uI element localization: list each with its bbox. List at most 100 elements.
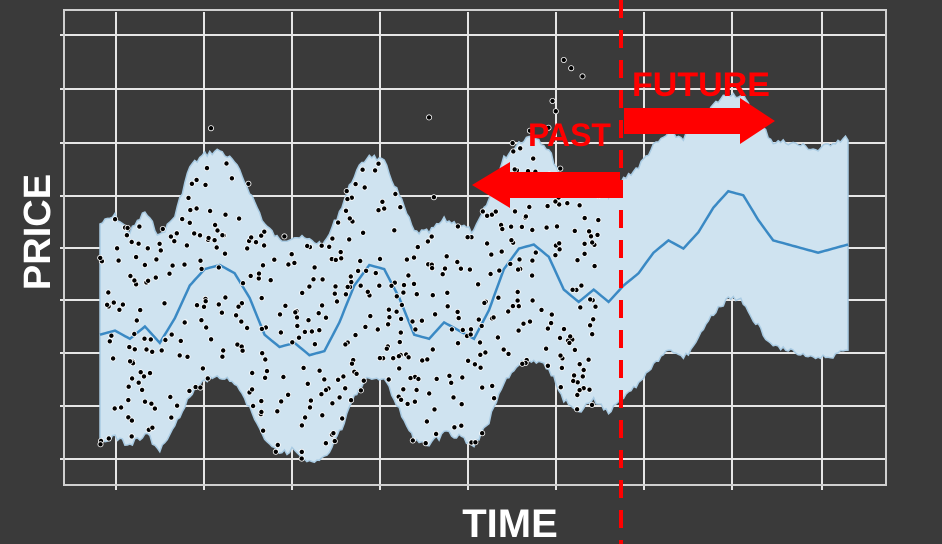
observed-point xyxy=(114,245,121,252)
observed-point xyxy=(184,353,191,360)
observed-point xyxy=(316,367,323,374)
observed-point xyxy=(191,230,198,237)
observed-point xyxy=(105,289,112,296)
observed-point xyxy=(472,439,479,446)
observed-point xyxy=(574,257,581,264)
observed-point xyxy=(137,307,144,314)
observed-point xyxy=(141,335,148,342)
observed-point xyxy=(136,223,143,230)
observed-point xyxy=(587,322,594,329)
observed-point xyxy=(564,200,571,207)
observed-point xyxy=(429,265,436,272)
observed-point xyxy=(477,351,484,358)
observed-point xyxy=(335,219,342,226)
observed-point xyxy=(281,233,288,240)
observed-point xyxy=(347,273,354,280)
observed-point xyxy=(390,355,397,362)
observed-point xyxy=(413,291,420,298)
observed-point xyxy=(203,165,210,172)
observed-point xyxy=(135,379,142,386)
observed-point xyxy=(193,302,200,309)
observed-point xyxy=(400,282,407,289)
observed-point xyxy=(255,270,262,277)
observed-point xyxy=(367,313,374,320)
observed-point xyxy=(169,262,176,269)
observed-point xyxy=(319,276,326,283)
observed-point xyxy=(185,194,192,201)
plot-frame xyxy=(63,9,887,486)
observed-point xyxy=(459,326,466,333)
observed-point xyxy=(128,238,135,245)
observed-point xyxy=(262,374,269,381)
observed-point xyxy=(173,230,180,237)
observed-point xyxy=(97,254,104,261)
observed-point xyxy=(348,279,355,286)
observed-point xyxy=(238,318,245,325)
observed-point xyxy=(515,266,522,273)
observed-point xyxy=(360,377,367,384)
observed-point xyxy=(332,256,339,263)
observed-point xyxy=(409,437,416,444)
observed-point xyxy=(556,240,563,247)
observed-point xyxy=(512,208,519,215)
observed-point xyxy=(116,306,123,313)
observed-point xyxy=(293,314,300,321)
observed-point xyxy=(396,339,403,346)
observed-point xyxy=(393,293,400,300)
observed-point xyxy=(458,401,465,408)
observed-point xyxy=(196,232,203,239)
observed-point xyxy=(319,302,326,309)
observed-point xyxy=(424,238,431,245)
observed-point xyxy=(147,336,154,343)
observed-point xyxy=(125,414,132,421)
observed-point xyxy=(305,317,312,324)
observed-point xyxy=(595,217,602,224)
observed-point xyxy=(198,317,205,324)
observed-point xyxy=(520,320,527,327)
observed-point xyxy=(398,301,405,308)
observed-point xyxy=(372,167,379,174)
observed-point xyxy=(490,314,497,321)
observed-point xyxy=(592,303,599,310)
observed-point xyxy=(342,341,349,348)
observed-point xyxy=(249,386,256,393)
observed-point xyxy=(135,240,142,247)
observed-point xyxy=(443,253,450,260)
observed-point xyxy=(260,427,267,434)
observed-point xyxy=(545,124,552,131)
observed-point xyxy=(594,231,601,238)
observed-point xyxy=(464,234,471,241)
observed-point xyxy=(353,370,360,377)
observed-point xyxy=(288,251,295,258)
observed-point xyxy=(466,266,473,273)
observed-points xyxy=(97,57,603,462)
observed-point xyxy=(301,328,308,335)
observed-point xyxy=(398,396,405,403)
observed-point xyxy=(446,372,453,379)
observed-point xyxy=(128,433,135,440)
observed-point xyxy=(271,256,278,263)
observed-point xyxy=(529,272,536,279)
observed-point xyxy=(383,345,390,352)
observed-point xyxy=(400,289,407,296)
observed-point xyxy=(560,57,567,64)
observed-point xyxy=(571,372,578,379)
observed-point xyxy=(133,317,140,324)
observed-point xyxy=(392,190,399,197)
observed-point xyxy=(219,232,226,239)
observed-point xyxy=(342,291,349,298)
observed-point xyxy=(125,383,132,390)
observed-point xyxy=(529,297,536,304)
observed-point xyxy=(579,73,586,80)
observed-point xyxy=(566,339,573,346)
observed-point xyxy=(203,324,210,331)
observed-point xyxy=(489,382,496,389)
observed-point xyxy=(400,386,407,393)
observed-point xyxy=(197,257,204,264)
observed-point xyxy=(143,346,150,353)
observed-point xyxy=(250,402,257,409)
observed-point xyxy=(590,316,597,323)
observed-point xyxy=(258,398,265,405)
observed-point xyxy=(478,322,485,329)
